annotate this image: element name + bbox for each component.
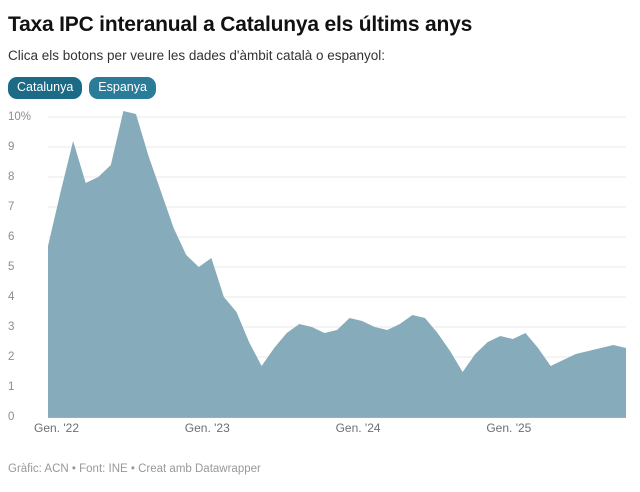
y-axis-tick-label: 5: [8, 261, 15, 273]
chart-svg: [48, 111, 626, 418]
x-axis-tick-label: Gen. '25: [486, 421, 532, 435]
y-axis-tick-label: 8: [8, 171, 15, 183]
chart-footer-credit: Gràfic: ACN • Font: INE • Creat amb Data…: [8, 463, 261, 475]
x-axis-tick-label: Gen. '24: [335, 421, 381, 435]
chart-plot[interactable]: 0 1 2 3 4 5 6 7 8 9 10% Gen. '22 Gen. '23 Gen. '24 Gen…: [8, 109, 632, 454]
y-axis-tick-label: 7: [8, 201, 15, 213]
series-toggle-group: Catalunya Espanya: [8, 65, 632, 99]
y-axis-tick-label: 9: [8, 141, 15, 153]
chart-subtitle: Clica els botons per veure les dades d'à…: [8, 48, 386, 63]
toggle-button-espanya[interactable]: Espanya: [89, 77, 156, 99]
y-axis-tick-label: 1: [8, 381, 15, 393]
y-axis-tick-label: 0: [8, 411, 15, 423]
x-axis-tick-label: Gen. '23: [184, 421, 230, 435]
y-axis-tick-label: 10%: [8, 111, 32, 123]
x-axis-tick-label: Gen. '22: [34, 421, 79, 435]
page-title: Taxa IPC interanual a Catalunya els últi…: [8, 13, 473, 36]
toggle-button-catalunya[interactable]: Catalunya: [8, 77, 83, 99]
y-axis-tick-label: 6: [8, 231, 15, 243]
y-axis-tick-label: 2: [8, 351, 15, 363]
area-series-catalunya[interactable]: [48, 111, 626, 417]
y-axis-tick-label: 3: [8, 321, 15, 333]
y-axis-tick-label: 4: [8, 291, 15, 303]
chart-area[interactable]: 0 1 2 3 4 5 6 7 8 9 10% Gen. '22 Gen. '23 Gen. '24 Gen…: [8, 109, 632, 454]
